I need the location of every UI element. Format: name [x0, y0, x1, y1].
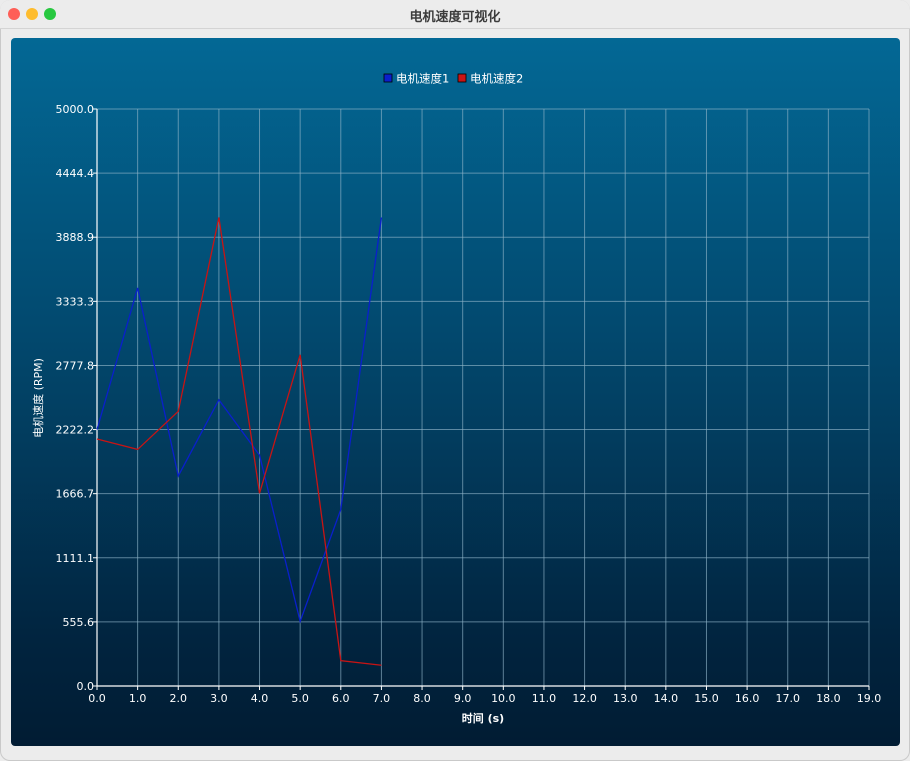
x-tick-label: 16.0 — [735, 692, 760, 705]
window-title: 电机速度可视化 — [409, 10, 501, 25]
close-button[interactable] — [8, 8, 20, 20]
x-tick-label: 8.0 — [413, 692, 431, 705]
minimize-button[interactable] — [26, 8, 38, 20]
x-tick-label: 13.0 — [613, 692, 638, 705]
x-axis-label: 时间 (s) — [462, 711, 504, 725]
legend[interactable]: 电机速度1 电机速度2 — [383, 72, 523, 86]
speed-chart: 0.0 1.0 2.0 3.0 4.0 5.0 6.0 7.0 8.0 9.0 10.0 11.0 12… — [31, 72, 882, 726]
y-tick-label: 555.6 — [63, 616, 95, 629]
maximize-button[interactable] — [44, 8, 56, 20]
legend-swatch-1 — [383, 73, 393, 83]
y-axis-label: 电机速度 (RPM) — [31, 358, 45, 438]
series-line-2 — [96, 217, 382, 666]
x-tick-label: 10.0 — [491, 692, 516, 705]
y-tick-label: 2222.2 — [56, 424, 95, 437]
grid-lines — [96, 108, 870, 687]
x-tick-label: 5.0 — [291, 692, 309, 705]
legend-swatch-2 — [457, 73, 467, 83]
x-tick-label: 2.0 — [170, 692, 188, 705]
legend-label-1[interactable]: 电机速度1 — [396, 72, 449, 86]
x-tick-label: 15.0 — [694, 692, 719, 705]
series-lines — [96, 217, 383, 666]
x-tick-label: 3.0 — [210, 692, 228, 705]
x-tick-label: 6.0 — [332, 692, 350, 705]
x-tick-label: 1.0 — [129, 692, 147, 705]
legend-label-2[interactable]: 电机速度2 — [470, 72, 523, 86]
x-tick-label: 4.0 — [251, 692, 269, 705]
chart-panel: 0.0 1.0 2.0 3.0 4.0 5.0 6.0 7.0 8.0 9.0 10.0 11.0 12… — [11, 38, 900, 746]
y-tick-label: 1111.1 — [56, 552, 95, 565]
x-tick-label: 7.0 — [373, 692, 391, 705]
y-tick-label: 4444.4 — [56, 167, 95, 180]
y-tick-label: 1666.7 — [56, 488, 95, 501]
x-tick-label: 17.0 — [775, 692, 800, 705]
axes: 0.0 1.0 2.0 3.0 4.0 5.0 6.0 7.0 8.0 9.0 10.0 11.0 12… — [56, 103, 882, 705]
y-tick-label: 3333.3 — [56, 295, 95, 308]
y-tick-label: 5000.0 — [56, 103, 95, 116]
x-tick-label: 12.0 — [572, 692, 597, 705]
x-tick-label: 0.0 — [88, 692, 106, 705]
x-tick-label: 18.0 — [816, 692, 841, 705]
y-tick-label: 2777.8 — [56, 359, 95, 372]
y-tick-label: 0.0 — [77, 680, 95, 693]
x-tick-label: 9.0 — [454, 692, 472, 705]
y-tick-label: 3888.9 — [56, 231, 95, 244]
title-bar: 电机速度可视化 — [0, 0, 910, 29]
x-tick-label: 14.0 — [654, 692, 679, 705]
x-tick-label: 19.0 — [857, 692, 882, 705]
series-line-1 — [96, 217, 383, 624]
x-tick-label: 11.0 — [532, 692, 557, 705]
